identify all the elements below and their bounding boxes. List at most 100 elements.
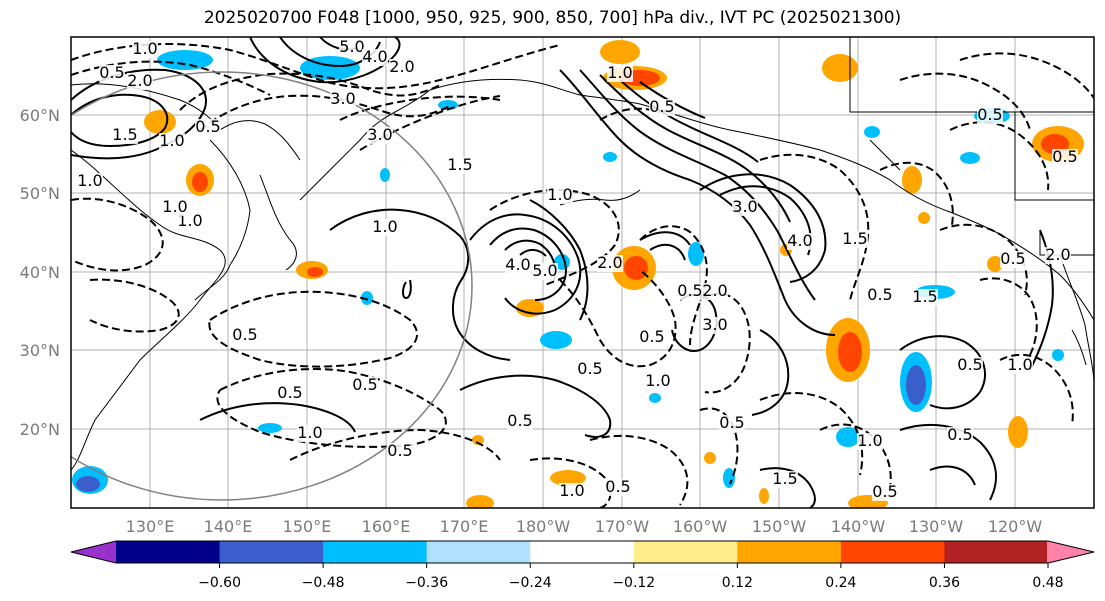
contour-label-bg [507,413,533,430]
contour-label-bg [597,255,623,272]
map-border [70,36,1095,509]
contour-label-bg [732,199,758,216]
contour-label: 0.5 [195,117,220,136]
contour-label-bg [505,257,531,274]
contour-label-bg [649,99,675,116]
contour-label: 0.5 [867,285,892,304]
colorbar-tick-label: −0.48 [302,575,345,591]
contour-label-bg [702,283,728,300]
contour-label-bg [362,49,388,66]
contour-label: 3.0 [367,125,392,144]
colorbar-arrow-left [71,541,118,563]
contour-label-bg [1007,357,1033,374]
lon-label-140e: 140°E [204,517,253,536]
contour-label: 1.0 [645,371,670,390]
contour-label-bg [607,65,633,82]
contour-label-bg [547,187,573,204]
colorbar-ticks: −0.60 −0.48 −0.36 −0.24 −0.12 0.12 0.24 0.36 0.4… [198,563,1064,591]
contour-label-bg [857,433,883,450]
colorbar-tick-label: −0.12 [612,575,655,591]
lon-label-180w: 180°W [516,517,571,536]
lon-label-170w: 170°W [595,517,650,536]
map-title: 2025020700 F048 [1000, 950, 925, 900, 85… [203,8,902,28]
contour-label-bg [532,263,558,280]
contour-label-bg [339,39,365,56]
contour-label-bg [912,289,938,306]
contour-label: 2.0 [702,281,727,300]
contour-label-bg [447,157,473,174]
contour-label-bg [352,377,378,394]
contour-label: 0.5 [947,425,972,444]
contour-label: 1.5 [912,287,937,306]
contour-label: 5.0 [532,261,557,280]
contour-label-bg [112,127,138,144]
contour-label: 3.0 [732,197,757,216]
contour-label: 1.0 [857,431,882,450]
coastlines [71,37,1094,471]
longitude-labels: 130°E 140°E 150°E 160°E 170°E 180°W 170°… [126,517,1043,536]
contour-label: 1.0 [77,171,102,190]
contour-label-bg [99,65,125,82]
contour-label-bg [77,173,103,190]
domain-circle [71,71,473,501]
colorbar-segment [116,541,221,563]
lon-label-130e: 130°E [126,517,175,536]
contour-label-bg [867,287,893,304]
contour-label: 1.0 [372,217,397,236]
contour-label: 1.0 [607,63,632,82]
colorbar-segment [323,541,428,563]
contour-label: 0.5 [352,375,377,394]
contour-label: 0.5 [605,477,630,496]
colorbar-segment [219,541,324,563]
contour-label: 0.5 [577,359,602,378]
contour-label: 0.5 [719,413,744,432]
colorbar-segment [737,541,842,563]
contour-label: 0.5 [277,383,302,402]
contour-label-bg [559,483,585,500]
lat-label-60n: 60°N [20,106,60,125]
colorbar-segment [633,541,738,563]
contour-label-bg [367,127,393,144]
contour-label: 1.0 [559,481,584,500]
colorbar-outline [70,540,1095,564]
contour-label: 4.0 [362,47,387,66]
contour-label: 1.0 [1007,355,1032,374]
contour-label: 0.5 [639,327,664,346]
lon-label-150w: 150°W [752,517,807,536]
contour-label-bg [842,231,868,248]
colorbar-segment [530,541,635,563]
contour-label-bg [957,357,983,374]
lon-label-170e: 170°E [440,517,489,536]
contour-label: 3.0 [330,89,355,108]
contour-label-bg [372,219,398,236]
contour-label: 1.5 [772,469,797,488]
colorbar-tick-label: −0.60 [198,575,241,591]
contour-label: 1.0 [297,423,322,442]
contour-label-bg [677,283,703,300]
contour-label-bg [297,425,323,442]
colorbar-tick-label: −0.36 [405,575,448,591]
contour-label-bg [232,327,258,344]
contour-label-bg [177,213,203,230]
contour-label: 2.0 [389,57,414,76]
contour-label: 0.5 [1000,249,1025,268]
lon-label-150e: 150°E [283,517,332,536]
contour-label-bg [577,361,603,378]
contour-label-bg [162,199,188,216]
colorbar-segment [426,541,531,563]
colorbar [70,540,1095,564]
contour-label: 2.0 [597,253,622,272]
contour-label: 1.0 [547,185,572,204]
contour-label: 0.5 [649,97,674,116]
contour-label-bg [977,107,1003,124]
contour-label: 0.5 [957,355,982,374]
contour-label-bg [1045,247,1071,264]
contour-label: 0.5 [1052,147,1077,166]
colorbar-tick-label: 0.48 [1032,575,1063,591]
contour-label-bg [1052,149,1078,166]
latitude-labels: 60°N 50°N 40°N 30°N 20°N [20,106,60,439]
contour-label: 0.5 [99,63,124,82]
contour-label: 5.0 [339,37,364,56]
colorbar-tick-label: −0.24 [509,575,552,591]
contour-label: 1.5 [112,125,137,144]
